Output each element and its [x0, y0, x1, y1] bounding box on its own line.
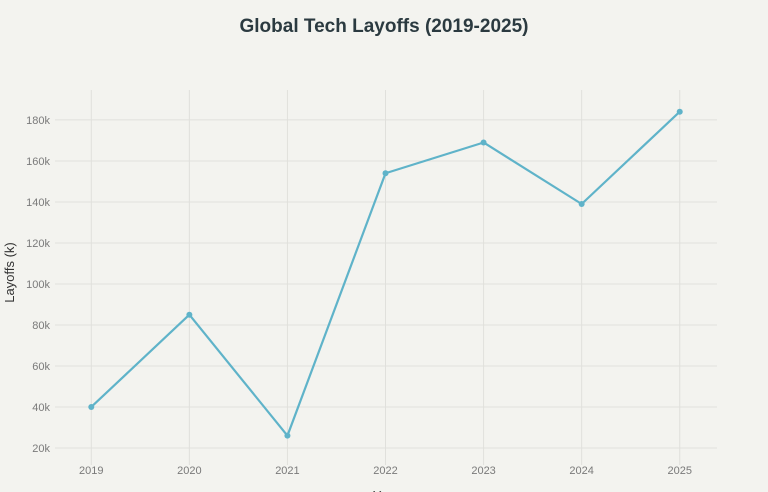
x-tick-label: 2025 — [667, 465, 691, 477]
y-tick-label: 80k — [32, 320, 50, 332]
x-tick-label: 2020 — [177, 465, 201, 477]
y-axis-label: Layoffs (k) — [2, 242, 17, 302]
x-axis-label: Year — [373, 488, 400, 492]
x-tick-label: 2022 — [373, 465, 397, 477]
y-tick-label: 120k — [26, 238, 50, 250]
data-point — [284, 432, 291, 439]
data-point — [88, 403, 95, 410]
y-tick-label: 20k — [32, 443, 50, 455]
x-tick-label: 2023 — [471, 465, 495, 477]
data-point — [480, 139, 487, 146]
x-tick-label: 2024 — [569, 465, 593, 477]
data-point — [186, 311, 193, 318]
data-point — [578, 200, 585, 207]
data-point — [676, 108, 683, 115]
x-tick-label: 2021 — [275, 465, 299, 477]
y-tick-label: 180k — [26, 115, 50, 127]
y-tick-label: 60k — [32, 361, 50, 373]
chart-title: Global Tech Layoffs (2019-2025) — [239, 16, 529, 37]
y-tick-label: 160k — [26, 156, 50, 168]
y-tick-label: 140k — [26, 197, 50, 209]
x-tick-label: 2019 — [79, 465, 103, 477]
y-tick-label: 40k — [32, 402, 50, 414]
data-point — [382, 170, 389, 177]
y-tick-label: 100k — [26, 279, 50, 291]
